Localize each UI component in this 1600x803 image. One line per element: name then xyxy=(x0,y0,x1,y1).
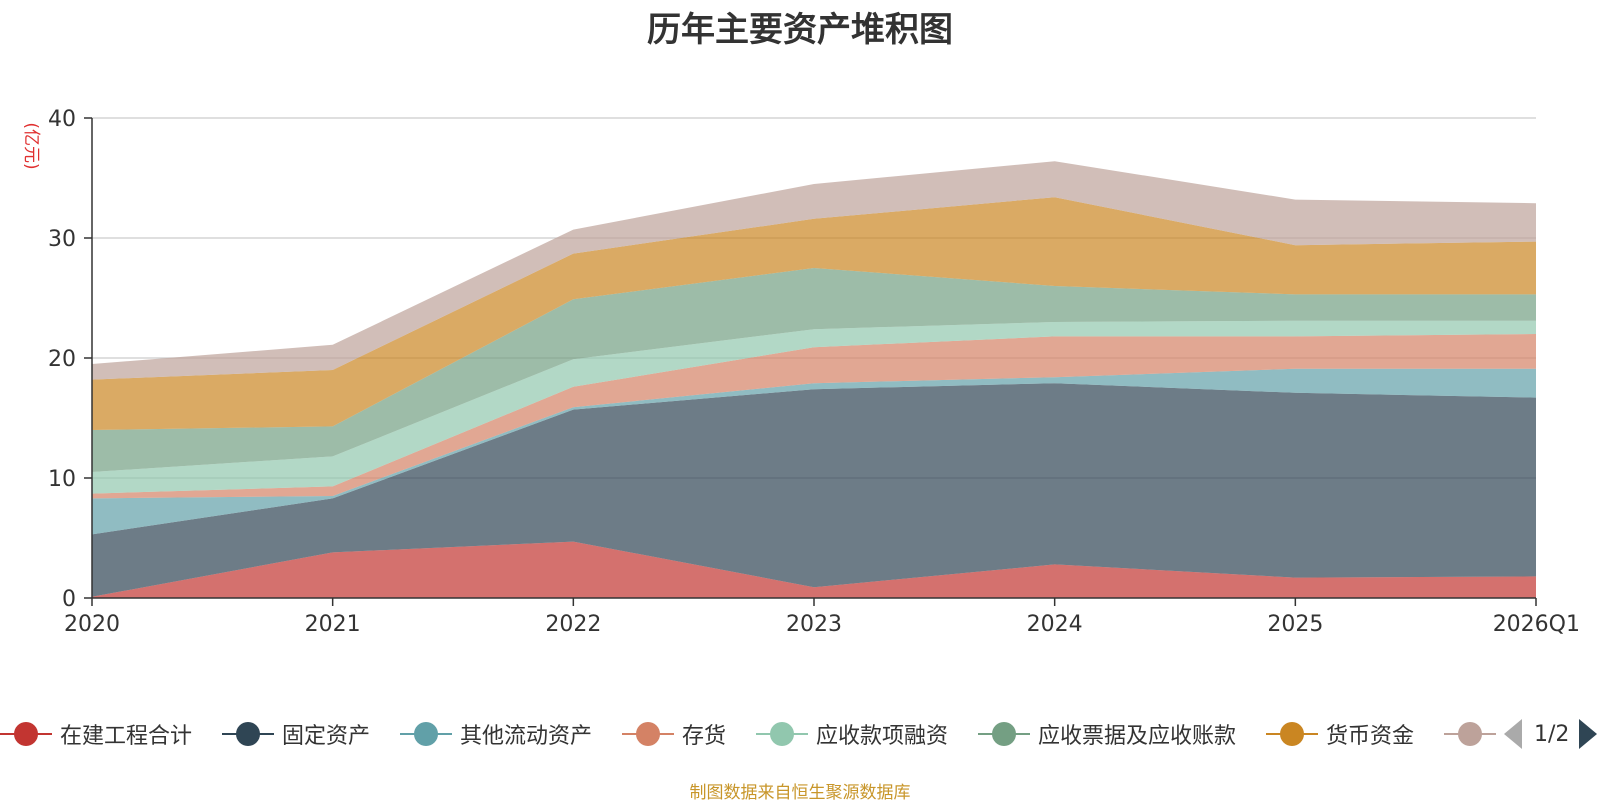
x-tick-label: 2024 xyxy=(1027,612,1083,637)
area-series xyxy=(92,161,1536,598)
y-axis-ticks: 0 10 20 30 40 xyxy=(48,107,92,612)
area-series-6 xyxy=(92,268,1536,472)
legend-prev-page-icon[interactable] xyxy=(1504,719,1522,749)
legend-marker-icon xyxy=(1266,712,1318,756)
area-series-5 xyxy=(92,320,1536,494)
legend-item-3[interactable]: 其他流动资产 xyxy=(400,712,592,756)
legend-label: 应收款项融资 xyxy=(816,724,949,749)
legend-marker-icon xyxy=(978,712,1030,756)
legend-item-2[interactable]: 固定资产 xyxy=(222,712,370,756)
y-axis-unit-label: (亿元) xyxy=(21,122,41,169)
legend-item-1[interactable]: 在建工程合计 xyxy=(0,712,192,756)
legend-marker-icon xyxy=(1444,712,1496,756)
area-series-4 xyxy=(92,334,1536,499)
y-tick-label: 0 xyxy=(62,587,76,612)
legend-marker-icon xyxy=(756,712,808,756)
x-tick-label: 2025 xyxy=(1267,612,1323,637)
y-tick-label: 30 xyxy=(48,227,76,252)
y-tick-label: 10 xyxy=(48,467,76,492)
area-series-1 xyxy=(92,541,1536,598)
legend-label: 其他流动资产 xyxy=(460,724,593,749)
legend-marker-icon xyxy=(222,712,274,756)
x-axis-ticks: 2020 2021 2022 2023 2024 2025 2026Q1 xyxy=(64,598,1580,637)
legend-page-indicator: 1/2 xyxy=(1534,721,1570,747)
legend-next-page-icon[interactable] xyxy=(1579,719,1598,749)
legend-marker-icon xyxy=(622,712,674,756)
legend-label: 货币资金 xyxy=(1326,724,1415,749)
legend-label: 存货 xyxy=(682,724,727,749)
legend-label: 固定资产 xyxy=(282,724,371,749)
legend-pager: 1/2 xyxy=(1498,712,1600,756)
legend-marker-icon xyxy=(0,712,52,756)
x-tick-label: 2022 xyxy=(545,612,601,637)
legend-item-4[interactable]: 存货 xyxy=(622,712,726,756)
y-tick-label: 40 xyxy=(48,107,76,132)
legend-item-6[interactable]: 应收票据及应收账款 xyxy=(978,712,1236,756)
x-tick-label: 2021 xyxy=(305,612,361,637)
x-tick-label: 2023 xyxy=(786,612,842,637)
y-tick-label: 20 xyxy=(48,347,76,372)
legend-label: 在建工程合计 xyxy=(60,724,193,749)
legend-label: 应收票据及应收账款 xyxy=(1038,724,1237,749)
x-tick-label: 2020 xyxy=(64,612,120,637)
area-series-3 xyxy=(92,368,1536,535)
source-note: 制图数据来自恒生聚源数据库 xyxy=(689,783,911,803)
legend-item-7[interactable]: 货币资金 xyxy=(1266,712,1414,756)
area-series-8 xyxy=(92,161,1536,380)
legend: 在建工程合计固定资产其他流动资产存货应收款项融资应收票据及应收账款货币资金应收股… xyxy=(0,712,1600,756)
legend-marker-icon xyxy=(400,712,452,756)
area-series-2 xyxy=(92,383,1536,597)
x-tick-label: 2026Q1 xyxy=(1493,612,1580,637)
chart-title: 历年主要资产堆积图 xyxy=(647,10,953,50)
legend-item-5[interactable]: 应收款项融资 xyxy=(756,712,948,756)
area-series-7 xyxy=(92,197,1536,430)
